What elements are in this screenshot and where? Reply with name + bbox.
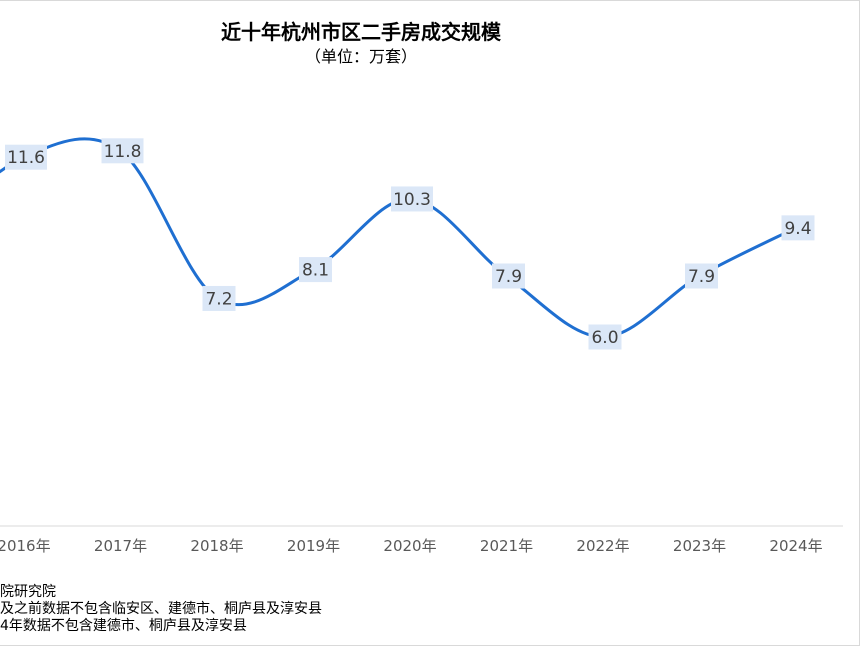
data-label: 7.9 xyxy=(492,263,525,289)
data-label-text: 7.2 xyxy=(205,289,232,309)
data-label-box xyxy=(202,285,236,311)
data-label-text: 10.3 xyxy=(393,190,431,210)
note-line-1: 院研究院 xyxy=(0,584,56,600)
data-label-box xyxy=(685,263,718,289)
data-label: 7.2 xyxy=(202,285,236,311)
x-tick-label: 2021年 xyxy=(480,537,533,555)
data-label-text: 8.1 xyxy=(302,261,329,281)
data-label: 6.0 xyxy=(588,324,622,350)
data-label-box xyxy=(391,186,433,212)
data-label: 10.3 xyxy=(391,186,433,212)
data-label: 11.6 xyxy=(5,144,47,170)
data-label-text: 11.6 xyxy=(7,148,45,168)
data-label-text: 7.9 xyxy=(688,267,715,287)
x-tick-label: 2018年 xyxy=(190,537,243,555)
chart-subtitle: （单位：万套） xyxy=(304,47,417,66)
data-label: 11.8 xyxy=(101,138,144,164)
x-tick-label: 2023年 xyxy=(673,537,726,555)
note-line-3: 4年数据不包含建德市、桐庐县及淳安县 xyxy=(0,618,247,634)
x-tick-label: 2020年 xyxy=(383,537,436,555)
x-tick-label: 2024年 xyxy=(769,537,822,555)
data-label-text: 6.0 xyxy=(591,328,618,348)
data-label-text: 11.8 xyxy=(104,142,142,162)
data-label: 7.9 xyxy=(685,263,718,289)
x-tick-label: 2019年 xyxy=(287,537,340,555)
data-label-text: 9.4 xyxy=(784,219,811,239)
data-label: 9.4 xyxy=(781,215,815,241)
data-label-box xyxy=(492,263,525,289)
data-label-box xyxy=(588,324,622,350)
data-label-box xyxy=(299,257,332,283)
chart-title: 近十年杭州市区二手房成交规模 xyxy=(221,20,501,44)
data-label-box xyxy=(101,138,144,164)
data-label-box xyxy=(5,144,47,170)
x-tick-label: 2022年 xyxy=(576,537,629,555)
chart-notes: 院研究院 及之前数据不包含临安区、建德市、桐庐县及淳安县 4年数据不包含建德市、… xyxy=(0,584,322,635)
x-tick-label: 2016年 xyxy=(0,537,51,555)
note-line-2: 及之前数据不包含临安区、建德市、桐庐县及淳安县 xyxy=(0,601,322,617)
data-label: 8.1 xyxy=(299,257,332,283)
series-line xyxy=(0,137,798,339)
data-label-text: 7.9 xyxy=(495,267,522,287)
x-tick-label: 2017年 xyxy=(94,537,147,555)
data-label-box xyxy=(781,215,815,241)
